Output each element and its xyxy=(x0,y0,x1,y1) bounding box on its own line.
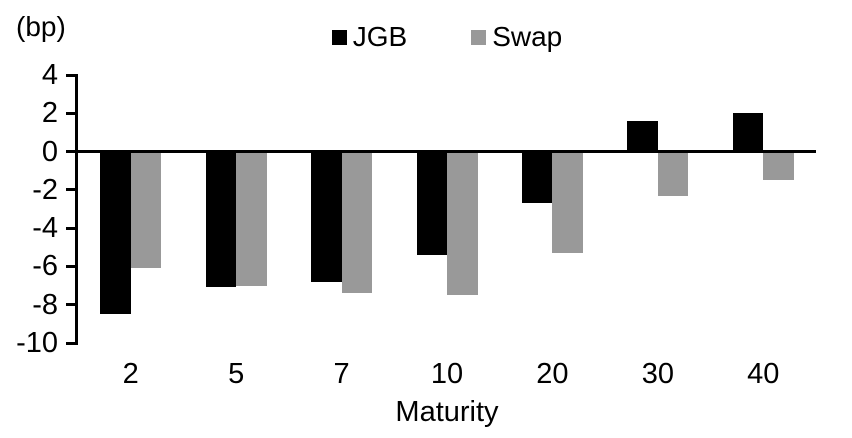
x-tick-label: 5 xyxy=(228,358,245,390)
legend-label-jgb: JGB xyxy=(352,21,408,52)
bar-swap-20 xyxy=(552,151,583,254)
bar-jgb-5 xyxy=(205,151,237,288)
y-axis-tick xyxy=(66,188,78,192)
y-tick-label: 4 xyxy=(41,59,58,91)
bar-jgb-30 xyxy=(627,120,658,152)
y-tick-label: -8 xyxy=(32,288,58,321)
x-tick-label: 40 xyxy=(747,358,780,390)
y-tick-label: 2 xyxy=(41,97,58,130)
legend-item-swap: Swap xyxy=(471,21,562,53)
y-tick-label: 0 xyxy=(41,135,58,168)
x-tick-label: 10 xyxy=(430,358,464,390)
y-axis-unit-label: (bp) xyxy=(16,11,66,42)
x-tick-label: 7 xyxy=(333,358,350,390)
y-tick-label: -6 xyxy=(32,250,58,283)
bar-swap-2 xyxy=(130,151,162,269)
bar-jgb-10 xyxy=(416,151,447,255)
zero-axis-line xyxy=(78,150,816,154)
y-axis-line xyxy=(75,73,78,345)
y-axis-tick xyxy=(66,303,78,307)
y-axis-tick xyxy=(66,226,78,230)
bar-jgb-7 xyxy=(311,151,342,282)
bar-swap-5 xyxy=(236,151,267,286)
y-tick-label: -10 xyxy=(16,327,58,359)
bar-swap-30 xyxy=(657,151,689,196)
legend-swatch-swap xyxy=(471,29,487,45)
y-tick-label: -4 xyxy=(32,212,58,245)
x-tick-label: 30 xyxy=(641,358,674,390)
x-axis-title: Maturity xyxy=(395,396,499,428)
y-axis-tick xyxy=(66,341,78,345)
bar-jgb-2 xyxy=(100,151,131,315)
y-tick-label: -2 xyxy=(32,173,58,206)
legend: JGB Swap xyxy=(78,21,816,53)
bar-swap-40 xyxy=(763,151,794,181)
y-axis-tick xyxy=(66,73,78,77)
y-axis-tick xyxy=(66,150,78,154)
legend-label-swap: Swap xyxy=(492,21,563,52)
bar-jgb-20 xyxy=(521,151,553,204)
legend-item-jgb: JGB xyxy=(331,21,408,53)
bar-swap-10 xyxy=(447,151,478,296)
bar-jgb-40 xyxy=(732,113,764,152)
bar-swap-7 xyxy=(341,151,373,294)
y-axis-tick xyxy=(66,111,78,115)
y-axis-tick xyxy=(66,264,78,268)
x-tick-label: 20 xyxy=(536,358,569,390)
legend-swatch-jgb xyxy=(331,29,347,45)
x-tick-label: 2 xyxy=(122,358,139,390)
